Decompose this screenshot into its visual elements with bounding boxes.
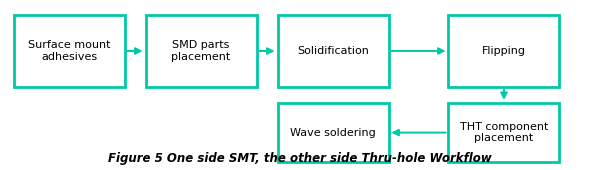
Text: Solidification: Solidification (297, 46, 369, 56)
Text: Surface mount
adhesives: Surface mount adhesives (28, 40, 110, 62)
Text: THT component
placement: THT component placement (460, 122, 548, 143)
Text: Wave soldering: Wave soldering (290, 128, 376, 138)
FancyBboxPatch shape (448, 15, 559, 87)
Text: Flipping: Flipping (482, 46, 526, 56)
FancyBboxPatch shape (146, 15, 257, 87)
FancyBboxPatch shape (277, 103, 389, 162)
FancyBboxPatch shape (448, 103, 559, 162)
FancyBboxPatch shape (277, 15, 389, 87)
FancyBboxPatch shape (14, 15, 125, 87)
Text: SMD parts
placement: SMD parts placement (172, 40, 230, 62)
Text: Figure 5 One side SMT, the other side Thru-hole Workflow: Figure 5 One side SMT, the other side Th… (108, 152, 492, 165)
